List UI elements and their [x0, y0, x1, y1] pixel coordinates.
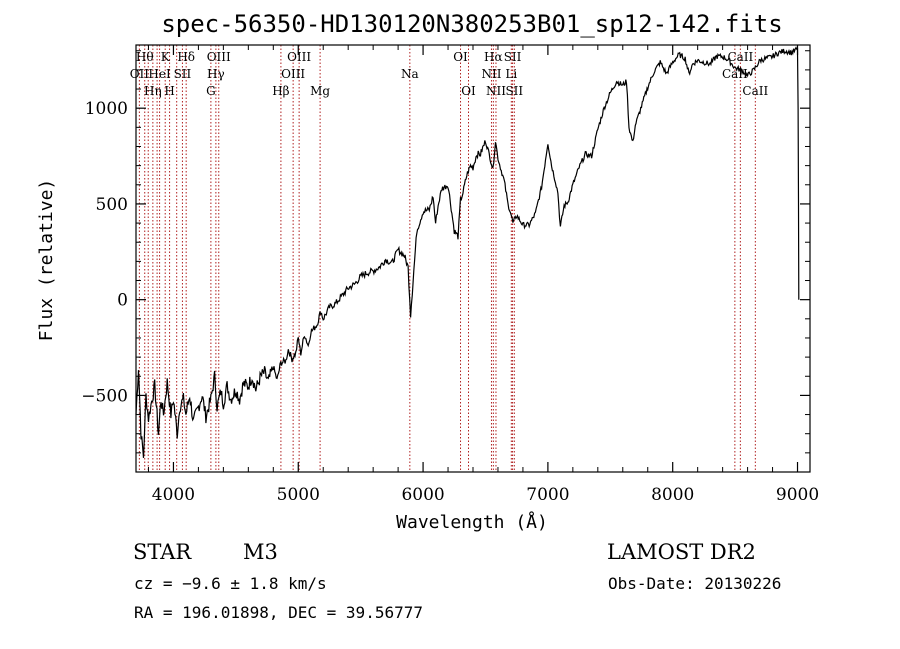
- line-label: Na: [401, 67, 419, 81]
- y-tick-label: 1000: [85, 99, 128, 119]
- line-markers: [138, 45, 756, 472]
- y-axis-label: Flux (relative): [36, 179, 57, 342]
- y-axis: −500 0 500 1000: [81, 50, 810, 454]
- x-axis-label: Wavelength (Å): [396, 511, 548, 533]
- line-labels: OIIHθHηHeIKHSIIHδGHγOIIIHβOIIIOIIIMgNaOI…: [130, 50, 769, 98]
- line-label: OII: [130, 67, 150, 81]
- line-label: OIII: [207, 50, 231, 64]
- line-label: Hη: [144, 84, 162, 98]
- x-tick-label: 6000: [401, 485, 444, 505]
- survey-name: LAMOST DR2: [607, 540, 756, 564]
- redshift-readout: cz = −9.6 ± 1.8 km/s: [134, 574, 327, 593]
- chart-title: spec-56350-HD130120N380253B01_sp12-142.f…: [161, 10, 782, 38]
- line-label: OIII: [287, 50, 311, 64]
- line-label: G: [206, 84, 216, 98]
- line-label: OI: [453, 50, 468, 64]
- line-label: SII: [504, 50, 522, 64]
- x-tick-label: 9000: [776, 485, 819, 505]
- line-label: OIII: [281, 67, 305, 81]
- plot-frame: [135, 44, 811, 473]
- line-label: NII: [486, 84, 506, 98]
- line-label: CaII: [742, 84, 768, 98]
- line-label: SII: [505, 84, 523, 98]
- y-tick-label: 0: [117, 291, 128, 311]
- line-label: Li: [505, 67, 517, 81]
- line-label: Hδ: [177, 50, 195, 64]
- object-class: STAR: [133, 540, 192, 564]
- line-label: OI: [461, 84, 476, 98]
- line-label: HeI: [148, 67, 171, 81]
- line-label: NII: [481, 67, 501, 81]
- line-label: H: [164, 84, 174, 98]
- coordinates: RA = 196.01898, DEC = 39.56777: [134, 603, 423, 622]
- line-label: Hγ: [207, 67, 225, 81]
- line-label: Hβ: [272, 84, 289, 98]
- x-tick-label: 7000: [526, 485, 569, 505]
- line-label: Mg: [310, 84, 330, 98]
- line-label: Hα: [484, 50, 503, 64]
- x-tick-label: 4000: [152, 485, 195, 505]
- line-label: CaII: [727, 50, 753, 64]
- line-label: Hθ: [136, 50, 154, 64]
- x-axis: 4000 5000 6000 7000 8000 9000: [147, 45, 819, 505]
- x-tick-label: 8000: [651, 485, 694, 505]
- observation-date: Obs-Date: 20130226: [608, 574, 782, 593]
- x-tick-label: 5000: [277, 485, 320, 505]
- object-subclass: M3: [243, 540, 278, 564]
- y-tick-label: 500: [96, 195, 128, 215]
- spectrum-line: [135, 46, 800, 458]
- line-label: SII: [174, 67, 192, 81]
- y-tick-label: −500: [81, 386, 128, 406]
- line-label: K: [161, 50, 171, 64]
